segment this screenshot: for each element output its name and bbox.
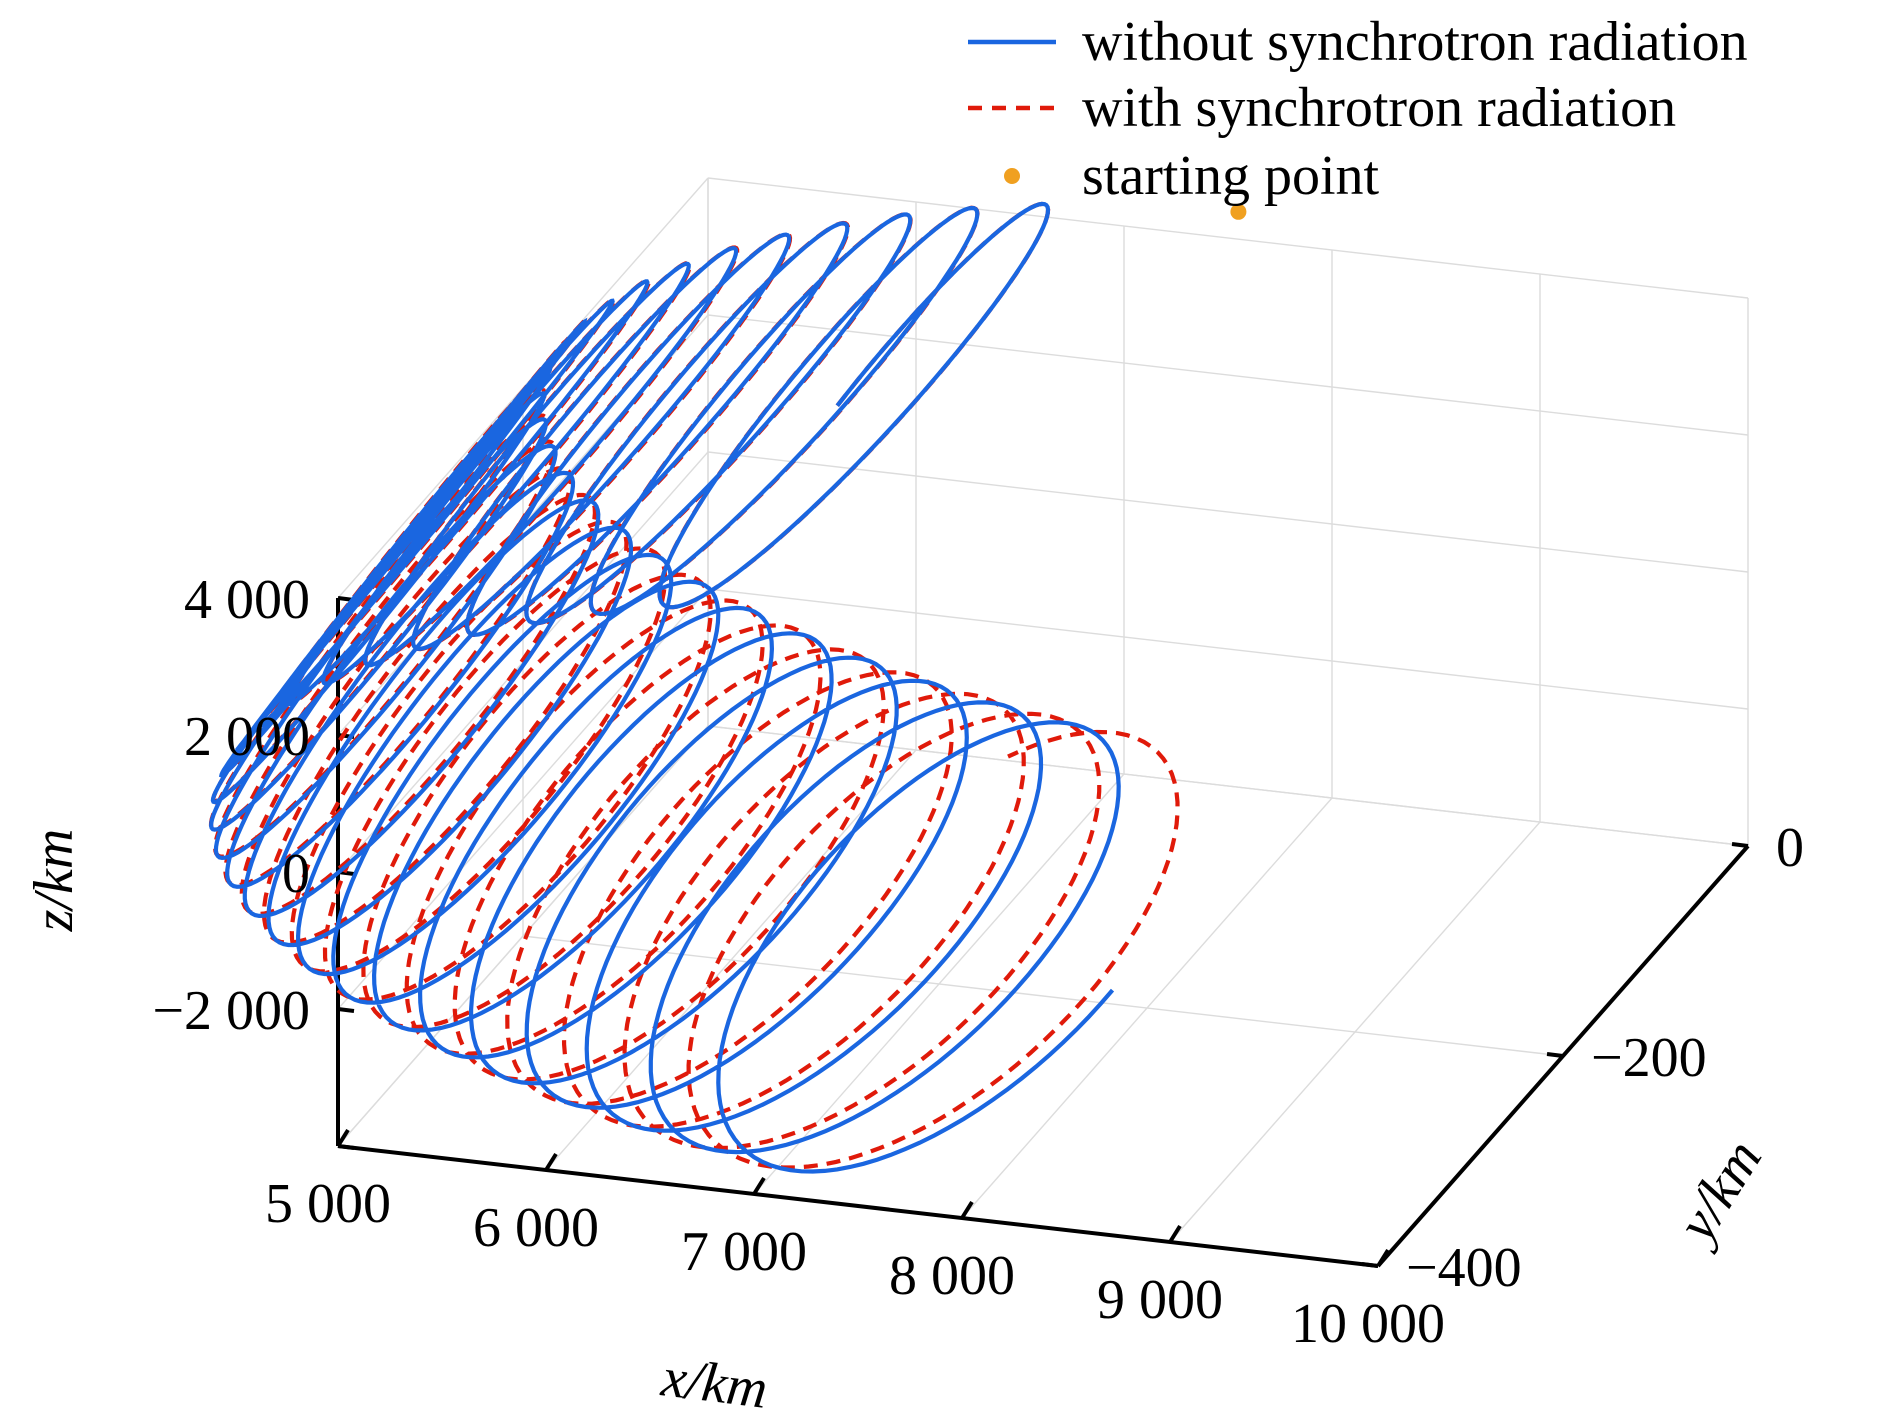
x-tick: [544, 1152, 558, 1172]
z-tick-label: 0: [282, 843, 310, 905]
z-tick-label: 4 000: [184, 569, 310, 631]
x-tick: [336, 1128, 350, 1148]
tick-labels: 5 000 6 000 7 000 8 000 9 000 10 000 4 000 2 00…: [152, 569, 1804, 1355]
x-axis-line: [337, 1144, 1379, 1268]
grid-line-back-z: [707, 588, 1749, 710]
legend-swatch-starting-point: [1004, 168, 1020, 184]
x-tick-label: 6 000: [473, 1197, 599, 1259]
legend: without synchrotron radiation with synch…: [968, 11, 1748, 207]
y-tick-label: −200: [1591, 1027, 1707, 1089]
z-axis-title: z/km: [23, 829, 85, 933]
starting-point-marker: [1230, 203, 1247, 220]
y-tick: [1546, 1052, 1564, 1058]
data-series: [208, 201, 1247, 1174]
x-tick: [1376, 1248, 1390, 1268]
series-line-without-synchrotron: [208, 201, 1121, 1174]
x-tick-label: 9 000: [1097, 1269, 1223, 1331]
x-axis-title: x/km: [657, 1346, 770, 1421]
z-tick-label: −2 000: [152, 980, 310, 1042]
x-tick-label: 7 000: [681, 1221, 807, 1283]
axes: [336, 596, 1750, 1268]
grid-line-back-z: [707, 314, 1749, 436]
legend-label-starting-point: starting point: [1082, 145, 1380, 207]
y-tick-label: 0: [1776, 817, 1804, 879]
y-axis-title: y/km: [1663, 1129, 1774, 1256]
y-tick: [1361, 1262, 1379, 1268]
grid-line-back-z: [707, 725, 1749, 847]
x-tick: [960, 1200, 974, 1220]
x-tick-label: 10 000: [1291, 1293, 1445, 1355]
y-tick: [1731, 842, 1749, 848]
x-tick-label: 8 000: [889, 1245, 1015, 1307]
x-tick: [1168, 1224, 1182, 1244]
legend-label-with-sr: with synchrotron radiation: [1082, 77, 1676, 139]
x-tick: [752, 1176, 766, 1196]
grid-line-back-z: [707, 177, 1749, 299]
y-tick-label: −400: [1406, 1237, 1522, 1299]
grid-line-side-z: [337, 725, 709, 1147]
series-line-with-synchrotron: [208, 201, 1180, 1170]
z-tick: [337, 1144, 355, 1150]
legend-label-without-sr: without synchrotron radiation: [1082, 11, 1748, 73]
z-tick: [337, 1007, 355, 1013]
grid-line-back-z: [707, 451, 1749, 573]
x-tick-label: 5 000: [265, 1173, 391, 1235]
z-tick-label: 2 000: [184, 706, 310, 768]
grid-line-floor-y: [522, 935, 1564, 1057]
